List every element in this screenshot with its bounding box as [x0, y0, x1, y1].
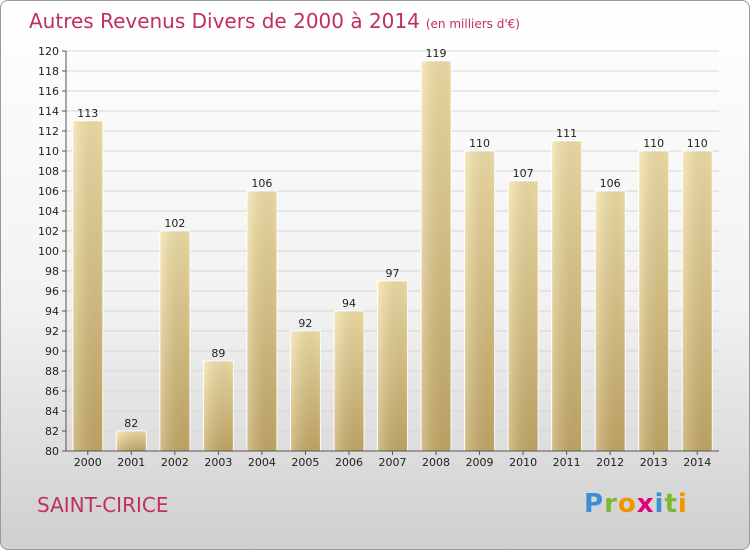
- value-label: 113: [77, 107, 98, 120]
- y-tick-label: 112: [38, 125, 59, 138]
- x-tick-label: 2004: [248, 456, 276, 469]
- bar-2012: [594, 190, 626, 452]
- x-tick-label: 2011: [553, 456, 581, 469]
- y-tick-label: 98: [45, 265, 59, 278]
- bar-shade: [203, 361, 234, 451]
- x-tick-label: 2007: [379, 456, 407, 469]
- value-label: 111: [556, 127, 577, 140]
- value-label: 119: [426, 47, 447, 60]
- bar-2010: [507, 180, 539, 452]
- bar-shade: [682, 151, 713, 451]
- chart-title: Autres Revenus Divers de 2000 à 2014 (en …: [29, 9, 520, 33]
- y-tick-label: 106: [38, 185, 59, 198]
- y-tick-label: 118: [38, 65, 59, 78]
- logo-letter: r: [604, 489, 618, 519]
- x-tick-label: 2014: [683, 456, 711, 469]
- value-label: 110: [469, 137, 490, 150]
- value-label: 106: [600, 177, 621, 190]
- logo-letter: i: [677, 489, 688, 519]
- value-label: 89: [211, 347, 225, 360]
- bar-shade: [595, 191, 626, 451]
- y-tick-label: 120: [38, 45, 59, 58]
- x-tick-label: 2008: [422, 456, 450, 469]
- bar-shade: [377, 281, 408, 451]
- value-label: 97: [386, 267, 400, 280]
- y-tick-label: 104: [38, 205, 59, 218]
- proxiti-logo: Proxiti: [584, 489, 688, 519]
- y-tick-label: 88: [45, 365, 59, 378]
- chart-subtitle: (en milliers d'€): [425, 17, 520, 31]
- bar-shade: [638, 151, 669, 451]
- value-label: 110: [643, 137, 664, 150]
- commune-name: SAINT-CIRICE: [37, 493, 169, 517]
- y-tick-label: 102: [38, 225, 59, 238]
- y-tick-label: 108: [38, 165, 59, 178]
- logo-letter: o: [617, 489, 637, 519]
- logo-letter: t: [664, 489, 678, 519]
- value-label: 94: [342, 297, 356, 310]
- bar-2005: [289, 330, 321, 452]
- y-tick-label: 86: [45, 385, 59, 398]
- x-tick-label: 2005: [291, 456, 319, 469]
- bar-shade: [421, 61, 452, 451]
- y-tick-label: 84: [45, 405, 59, 418]
- x-tick-label: 2012: [596, 456, 624, 469]
- bar-shade: [508, 181, 539, 451]
- logo-letter: P: [584, 489, 605, 519]
- y-tick-label: 80: [45, 445, 59, 458]
- bar-shade: [246, 191, 277, 451]
- bar-2009: [464, 150, 496, 452]
- bar-shade: [159, 231, 190, 451]
- axes: 8082848688909294969810010210410610811011…: [38, 45, 719, 469]
- x-tick-label: 2000: [74, 456, 102, 469]
- bar-shade: [464, 151, 495, 451]
- bar-2004: [246, 190, 278, 452]
- x-tick-label: 2013: [640, 456, 668, 469]
- y-tick-label: 114: [38, 105, 59, 118]
- bar-2003: [202, 360, 234, 452]
- x-tick-label: 2009: [466, 456, 494, 469]
- value-label: 107: [513, 167, 534, 180]
- bar-2013: [638, 150, 670, 452]
- bar-2002: [159, 230, 191, 452]
- bar-2000: [72, 120, 104, 452]
- bar-shade: [333, 311, 364, 451]
- logo-letter: x: [636, 489, 655, 519]
- x-tick-label: 2001: [117, 456, 145, 469]
- x-tick-label: 2003: [204, 456, 232, 469]
- value-label: 82: [124, 417, 138, 430]
- logo-letter: i: [654, 489, 665, 519]
- x-tick-label: 2010: [509, 456, 537, 469]
- x-tick-label: 2006: [335, 456, 363, 469]
- value-label: 110: [687, 137, 708, 150]
- y-tick-label: 100: [38, 245, 59, 258]
- bar-shade: [290, 331, 321, 451]
- bar-2011: [551, 140, 583, 452]
- value-label: 106: [251, 177, 272, 190]
- y-tick-label: 96: [45, 285, 59, 298]
- y-tick-label: 82: [45, 425, 59, 438]
- value-label: 102: [164, 217, 185, 230]
- bar-shade: [551, 141, 582, 451]
- value-label: 92: [298, 317, 312, 330]
- bars: 113 82 102 89 106 92 94 97 119 110 107 111 106 110 110: [72, 47, 713, 452]
- bar-shade: [116, 431, 147, 451]
- bar-2007: [377, 280, 408, 452]
- y-tick-label: 110: [38, 145, 59, 158]
- y-tick-label: 92: [45, 325, 59, 338]
- bar-2008: [420, 60, 452, 452]
- bar-2006: [333, 310, 365, 452]
- x-tick-label: 2002: [161, 456, 189, 469]
- y-tick-label: 90: [45, 345, 59, 358]
- bar-shade: [72, 121, 103, 451]
- y-tick-label: 116: [38, 85, 59, 98]
- bar-2001: [115, 430, 147, 452]
- bar-2014: [681, 150, 713, 452]
- y-tick-label: 94: [45, 305, 59, 318]
- chart-title-text: Autres Revenus Divers de 2000 à 2014: [29, 9, 420, 33]
